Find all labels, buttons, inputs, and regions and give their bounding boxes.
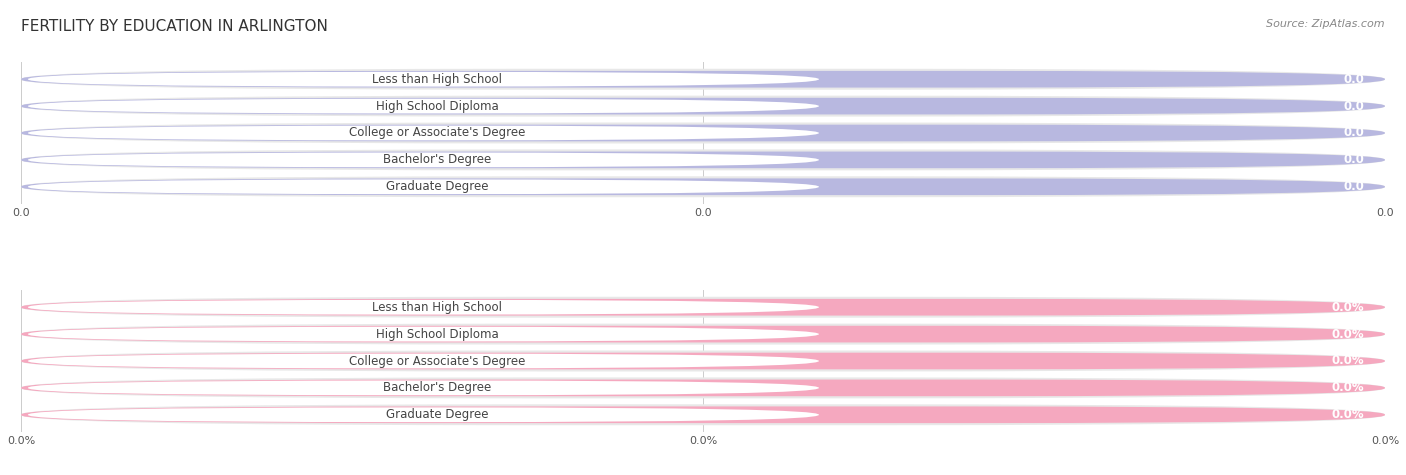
FancyBboxPatch shape [28, 354, 818, 368]
Text: Source: ZipAtlas.com: Source: ZipAtlas.com [1267, 19, 1385, 29]
Text: Less than High School: Less than High School [373, 73, 502, 86]
FancyBboxPatch shape [21, 407, 1385, 423]
Text: Graduate Degree: Graduate Degree [385, 408, 488, 421]
Text: 0.0%: 0.0% [1331, 408, 1364, 421]
Text: Bachelor's Degree: Bachelor's Degree [382, 153, 491, 166]
FancyBboxPatch shape [21, 152, 1385, 168]
Text: FERTILITY BY EDUCATION IN ARLINGTON: FERTILITY BY EDUCATION IN ARLINGTON [21, 19, 328, 34]
FancyBboxPatch shape [21, 71, 1385, 87]
FancyBboxPatch shape [28, 72, 818, 86]
FancyBboxPatch shape [28, 180, 818, 194]
FancyBboxPatch shape [28, 327, 818, 342]
Text: High School Diploma: High School Diploma [375, 100, 499, 113]
Text: 0.0%: 0.0% [1331, 381, 1364, 394]
Text: Graduate Degree: Graduate Degree [385, 180, 488, 193]
FancyBboxPatch shape [21, 176, 1385, 197]
FancyBboxPatch shape [28, 152, 818, 167]
FancyBboxPatch shape [28, 99, 818, 114]
Text: 0.0: 0.0 [1344, 73, 1364, 86]
FancyBboxPatch shape [21, 380, 1385, 396]
Text: Bachelor's Degree: Bachelor's Degree [382, 381, 491, 394]
FancyBboxPatch shape [21, 123, 1385, 143]
Text: 0.0: 0.0 [13, 208, 30, 218]
FancyBboxPatch shape [28, 380, 818, 395]
Text: 0.0: 0.0 [1344, 100, 1364, 113]
Text: College or Associate's Degree: College or Associate's Degree [349, 354, 526, 368]
FancyBboxPatch shape [21, 404, 1385, 425]
FancyBboxPatch shape [21, 150, 1385, 171]
FancyBboxPatch shape [28, 300, 818, 314]
Text: 0.0%: 0.0% [1331, 354, 1364, 368]
FancyBboxPatch shape [21, 98, 1385, 114]
FancyBboxPatch shape [21, 95, 1385, 116]
Text: 0.0: 0.0 [1344, 126, 1364, 140]
Text: 0.0%: 0.0% [1331, 328, 1364, 341]
Text: College or Associate's Degree: College or Associate's Degree [349, 126, 526, 140]
Text: 0.0%: 0.0% [7, 436, 35, 446]
FancyBboxPatch shape [21, 179, 1385, 195]
FancyBboxPatch shape [28, 408, 818, 422]
FancyBboxPatch shape [21, 378, 1385, 399]
Text: 0.0: 0.0 [1376, 208, 1393, 218]
FancyBboxPatch shape [21, 297, 1385, 318]
FancyBboxPatch shape [21, 326, 1385, 342]
FancyBboxPatch shape [21, 124, 1385, 142]
Text: 0.0%: 0.0% [1331, 301, 1364, 314]
FancyBboxPatch shape [21, 351, 1385, 371]
FancyBboxPatch shape [21, 323, 1385, 344]
FancyBboxPatch shape [21, 69, 1385, 90]
Text: 0.0: 0.0 [1344, 180, 1364, 193]
FancyBboxPatch shape [21, 352, 1385, 370]
Text: 0.0: 0.0 [1344, 153, 1364, 166]
FancyBboxPatch shape [21, 299, 1385, 315]
Text: Less than High School: Less than High School [373, 301, 502, 314]
Text: High School Diploma: High School Diploma [375, 328, 499, 341]
Text: 0.0%: 0.0% [689, 436, 717, 446]
FancyBboxPatch shape [28, 126, 818, 140]
Text: 0.0: 0.0 [695, 208, 711, 218]
Text: 0.0%: 0.0% [1371, 436, 1399, 446]
